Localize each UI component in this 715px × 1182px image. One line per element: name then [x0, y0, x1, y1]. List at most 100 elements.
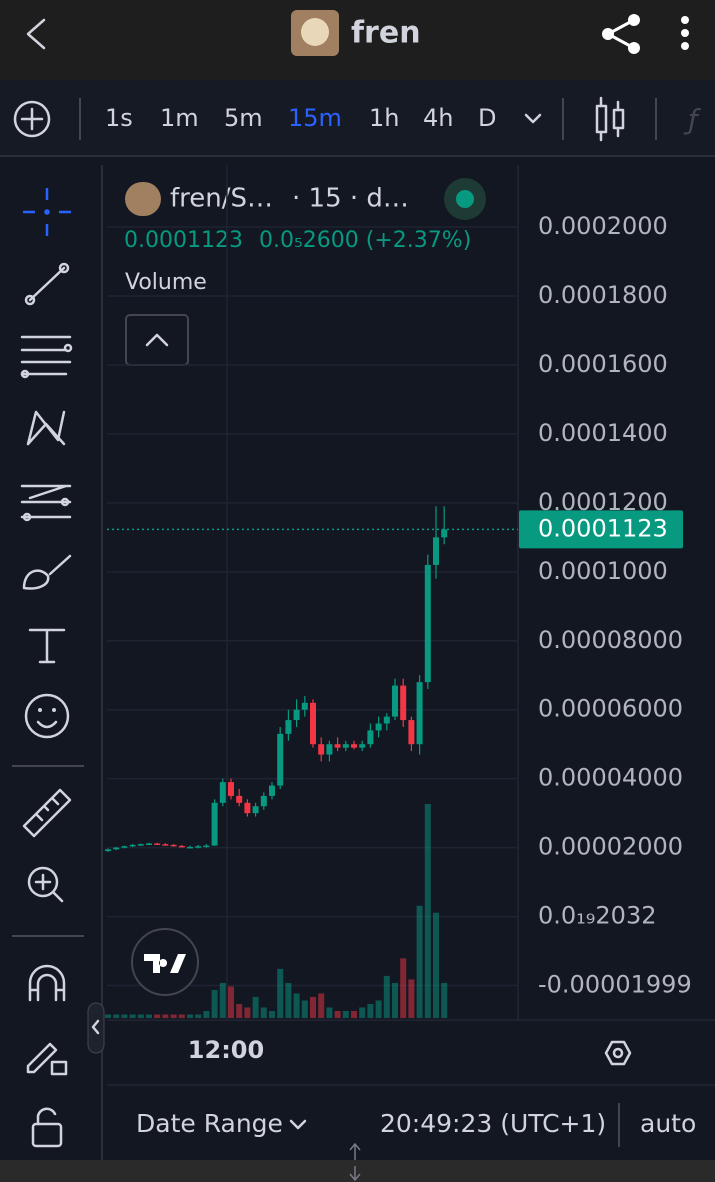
volume-bar — [211, 989, 218, 1018]
volume-bar — [400, 958, 407, 1018]
candle-body — [178, 845, 185, 848]
y-tick-label: 0.0₁₉2032 — [538, 902, 657, 930]
volume-bar — [162, 1014, 169, 1018]
volume-bar — [203, 1010, 210, 1018]
volume-bar — [195, 1014, 202, 1018]
candle-body — [424, 564, 431, 683]
trend-line-tool[interactable] — [24, 262, 70, 306]
brush-tool[interactable] — [22, 554, 72, 590]
bottom-strip — [0, 1160, 715, 1182]
candle-body — [195, 846, 202, 848]
candle-body — [334, 744, 341, 748]
ruler-tool[interactable] — [22, 788, 72, 838]
volume-bar — [228, 986, 234, 1018]
candle-body — [121, 846, 128, 848]
timeframe-dropdown[interactable] — [524, 113, 542, 124]
candle-body — [310, 702, 316, 745]
volume-bar — [170, 1014, 177, 1018]
fx-icon[interactable]: ƒ — [683, 103, 702, 136]
candle-body — [326, 744, 333, 755]
volume-bar — [121, 1014, 128, 1018]
share-button[interactable] — [602, 14, 640, 54]
volume-bar — [146, 1014, 152, 1018]
y-tick-label: 0.00008000 — [538, 626, 683, 654]
date-range-button[interactable]: Date Range — [136, 1109, 283, 1138]
candle-body — [383, 716, 390, 724]
back-button[interactable] — [26, 18, 46, 50]
text-tool[interactable] — [28, 628, 66, 664]
y-tick-label: 0.0001000 — [538, 557, 668, 585]
candle-body — [187, 846, 193, 849]
candle-body — [441, 529, 448, 538]
volume-bar — [342, 1010, 349, 1018]
volume-bar — [137, 1014, 144, 1018]
candle-body — [285, 720, 292, 734]
projection-tool[interactable] — [20, 484, 72, 522]
crosshair-tool[interactable] — [23, 188, 71, 236]
pattern-tool[interactable] — [26, 410, 66, 446]
volume-bar — [441, 982, 448, 1018]
y-tick-label: 0.0002000 — [538, 212, 668, 240]
drawing-toolbar — [0, 157, 100, 1160]
candle-body — [105, 849, 111, 852]
timeframe[interactable]: 4h — [423, 104, 453, 132]
volume-bar — [433, 912, 439, 1018]
volume-bar — [260, 1007, 267, 1018]
lock-tool[interactable] — [31, 1107, 63, 1148]
y-tick-label: 0.00004000 — [538, 764, 683, 792]
auto-scale-button[interactable]: auto — [640, 1109, 696, 1138]
volume-bar — [105, 1014, 111, 1018]
settings-button[interactable] — [604, 1040, 632, 1066]
lock-drawings-tool[interactable] — [26, 1042, 68, 1076]
y-tick-label: 0.0001600 — [538, 350, 668, 378]
volume-bar — [154, 1014, 161, 1018]
candle-body — [375, 723, 382, 731]
emoji-tool[interactable] — [24, 693, 70, 739]
timeframe[interactable]: 1h — [369, 104, 399, 132]
fib-tool[interactable] — [20, 335, 73, 379]
legend-last-price: 0.0001123 — [124, 228, 243, 253]
timeframe[interactable]: D — [478, 104, 496, 132]
clock: 20:49:23 (UTC+1) — [380, 1109, 606, 1138]
volume-bar — [178, 1014, 185, 1018]
volume-bar — [310, 996, 316, 1018]
candle-body — [400, 685, 407, 721]
timeframe[interactable]: 1m — [160, 104, 199, 132]
volume-bar — [244, 1007, 251, 1018]
more-button[interactable] — [681, 16, 689, 50]
zoom-tool[interactable] — [27, 866, 64, 903]
candle-body — [318, 744, 325, 755]
candle-body — [260, 795, 267, 807]
candle-body — [137, 844, 144, 846]
volume-bar — [187, 1014, 193, 1018]
volume-bar — [277, 968, 284, 1018]
timeframe-active[interactable]: 15m — [288, 104, 342, 132]
timeframe[interactable]: 1s — [105, 104, 133, 132]
collapse-handle[interactable] — [87, 1002, 105, 1054]
chart-type-button[interactable] — [595, 96, 625, 142]
volume-bar — [269, 1010, 275, 1018]
volume-label: Volume — [125, 270, 207, 295]
volume-bar — [416, 905, 423, 1018]
volume-bar — [408, 979, 415, 1018]
last-price-label: 0.0001123 — [538, 514, 668, 542]
volume-bar — [334, 1010, 341, 1018]
symbol-avatar — [125, 182, 161, 216]
volume-bar — [424, 804, 431, 1018]
volume-bar — [113, 1014, 120, 1018]
legend-change: 0.0₅2600 (+2.37%) — [259, 228, 471, 253]
legend-interval: · 15 · d… — [292, 184, 409, 214]
candle-body — [113, 847, 120, 850]
candle-body — [252, 806, 259, 814]
timeframe[interactable]: 5m — [224, 104, 263, 132]
volume-bar — [359, 1007, 366, 1018]
tv-logo — [131, 928, 199, 996]
volume-bar — [252, 996, 259, 1018]
volume-bar — [383, 975, 390, 1018]
add-indicator-button[interactable] — [13, 100, 51, 138]
volume-bar — [392, 982, 398, 1018]
candle-body — [162, 844, 169, 846]
candle-body — [277, 733, 284, 786]
magnet-tool[interactable] — [28, 964, 66, 1002]
